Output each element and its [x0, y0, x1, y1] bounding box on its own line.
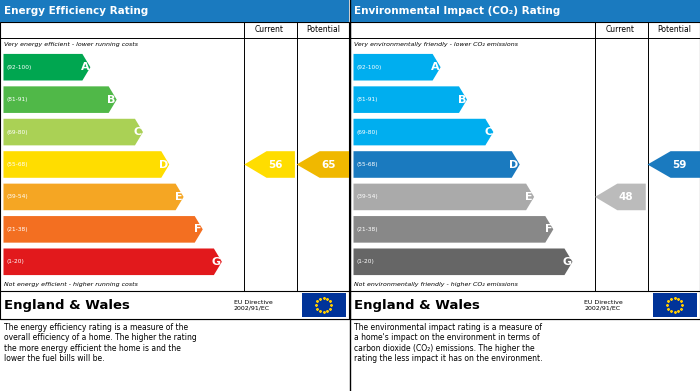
Polygon shape [354, 184, 534, 210]
Text: England & Wales: England & Wales [354, 298, 480, 312]
Polygon shape [4, 151, 169, 178]
Polygon shape [354, 119, 494, 145]
Text: Current: Current [606, 25, 635, 34]
Text: 56: 56 [268, 160, 282, 170]
Text: (21-38): (21-38) [356, 227, 378, 232]
Text: Not energy efficient - higher running costs: Not energy efficient - higher running co… [4, 282, 138, 287]
Text: Potential: Potential [657, 25, 691, 34]
Polygon shape [354, 151, 519, 178]
Text: England & Wales: England & Wales [4, 298, 130, 312]
Text: (55-68): (55-68) [356, 162, 378, 167]
Text: (39-54): (39-54) [6, 194, 28, 199]
Polygon shape [354, 86, 467, 113]
Text: 48: 48 [619, 192, 634, 202]
Bar [0, 0, 349, 22]
Polygon shape [4, 249, 222, 275]
Text: C: C [484, 127, 492, 137]
Text: The energy efficiency rating is a measure of the
overall efficiency of a home. T: The energy efficiency rating is a measur… [4, 323, 197, 363]
Text: G: G [562, 257, 571, 267]
Text: (69-80): (69-80) [6, 129, 28, 135]
Text: (55-68): (55-68) [6, 162, 28, 167]
Text: D: D [510, 160, 519, 170]
Text: (69-80): (69-80) [356, 129, 378, 135]
Text: C: C [134, 127, 142, 137]
Text: Energy Efficiency Rating: Energy Efficiency Rating [4, 6, 148, 16]
Bar [350, 0, 700, 22]
Text: EU Directive
2002/91/EC: EU Directive 2002/91/EC [234, 300, 272, 310]
Polygon shape [595, 184, 645, 210]
Polygon shape [4, 184, 183, 210]
Bar [350, 22, 700, 319]
Text: D: D [159, 160, 168, 170]
Text: (1-20): (1-20) [356, 259, 374, 264]
Polygon shape [354, 216, 553, 243]
Polygon shape [297, 151, 349, 178]
Polygon shape [648, 151, 700, 178]
Text: Environmental Impact (CO₂) Rating: Environmental Impact (CO₂) Rating [354, 6, 560, 16]
Text: (39-54): (39-54) [356, 194, 378, 199]
Bar [0, 22, 349, 319]
Polygon shape [354, 54, 440, 81]
Bar [0, 291, 349, 319]
Polygon shape [354, 249, 573, 275]
Text: The environmental impact rating is a measure of
a home's impact on the environme: The environmental impact rating is a mea… [354, 323, 542, 363]
Text: EU Directive
2002/91/EC: EU Directive 2002/91/EC [584, 300, 623, 310]
Text: B: B [107, 95, 116, 105]
Polygon shape [4, 216, 203, 243]
Text: Not environmentally friendly - higher CO₂ emissions: Not environmentally friendly - higher CO… [354, 282, 518, 287]
Text: (81-91): (81-91) [6, 97, 28, 102]
Text: Very energy efficient - lower running costs: Very energy efficient - lower running co… [4, 42, 138, 47]
Polygon shape [4, 119, 143, 145]
Polygon shape [4, 86, 117, 113]
Text: F: F [545, 224, 552, 234]
Text: (92-100): (92-100) [6, 65, 32, 70]
Text: 65: 65 [321, 160, 336, 170]
Text: G: G [211, 257, 221, 267]
Bar [350, 291, 700, 319]
Text: 59: 59 [672, 160, 687, 170]
Text: Very environmentally friendly - lower CO₂ emissions: Very environmentally friendly - lower CO… [354, 42, 518, 47]
Text: (21-38): (21-38) [6, 227, 28, 232]
Text: (92-100): (92-100) [356, 65, 382, 70]
Text: A: A [80, 62, 90, 72]
Polygon shape [244, 151, 295, 178]
Text: A: A [431, 62, 440, 72]
Bar [652, 293, 696, 317]
Text: B: B [458, 95, 466, 105]
Text: (1-20): (1-20) [6, 259, 25, 264]
Text: Potential: Potential [306, 25, 340, 34]
Text: E: E [175, 192, 183, 202]
Bar [302, 293, 346, 317]
Text: Current: Current [255, 25, 284, 34]
Text: (81-91): (81-91) [356, 97, 378, 102]
Text: F: F [194, 224, 202, 234]
Text: E: E [526, 192, 533, 202]
Polygon shape [4, 54, 90, 81]
